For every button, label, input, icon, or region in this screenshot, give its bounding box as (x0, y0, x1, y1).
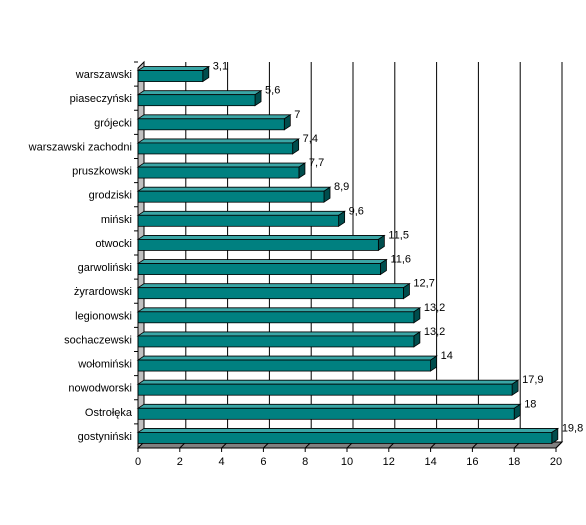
category-label: piaseczyński (70, 93, 132, 105)
bar (137, 432, 553, 444)
category-label: warszawski zachodni (28, 141, 132, 153)
bar-top (136, 66, 211, 71)
bar (137, 311, 415, 324)
bar-top (136, 138, 300, 144)
category-label: wołomiński (77, 359, 132, 371)
category-label: warszawski (75, 69, 132, 81)
x-tick-label: 6 (260, 456, 266, 468)
bar (137, 263, 381, 275)
bar-group (136, 138, 300, 155)
bar-group (136, 282, 411, 300)
bar-top (136, 90, 263, 96)
gridline-floor (555, 441, 563, 449)
x-tick-label: 18 (508, 456, 520, 468)
bar-group (136, 379, 520, 396)
data-label: 11,6 (390, 254, 411, 266)
bar-group (136, 210, 346, 228)
bar-top (136, 283, 411, 289)
bar-top (136, 235, 386, 240)
x-tick-label: 0 (135, 456, 141, 468)
bar-top (136, 403, 522, 409)
data-label: 19,8 (562, 422, 583, 434)
data-label: 14 (441, 350, 453, 362)
bar-top (136, 114, 292, 120)
bar (137, 239, 379, 251)
bar-group (136, 355, 438, 372)
bar-top (136, 186, 332, 192)
bar-top (136, 428, 560, 433)
bar-group (136, 234, 386, 252)
data-label: 8,9 (334, 181, 349, 193)
bars (136, 65, 560, 445)
x-tick-label: 20 (550, 456, 562, 468)
category-label: miński (101, 214, 132, 226)
x-tick-label: 8 (302, 456, 308, 468)
x-tick-label: 16 (466, 456, 478, 468)
data-label: 3,1 (213, 61, 228, 73)
bar-group (136, 114, 292, 131)
bar-group (136, 403, 522, 421)
data-label: 7,4 (303, 133, 318, 145)
bar-group (136, 186, 332, 203)
bar-top (136, 307, 422, 313)
bar-top (136, 162, 307, 168)
bar (137, 166, 300, 179)
bar-top (136, 331, 422, 337)
x-tick-label: 10 (341, 456, 353, 468)
category-label: garwoliński (78, 262, 132, 274)
bar-group (136, 89, 263, 107)
category-label: grodziski (89, 190, 132, 202)
bar-group (136, 427, 560, 445)
data-label: 11,5 (388, 229, 409, 241)
data-label: 5,6 (265, 85, 280, 97)
category-label: pruszkowski (72, 166, 132, 178)
bar-top (136, 259, 388, 264)
bar (137, 214, 340, 227)
bar (137, 142, 294, 155)
bar (137, 94, 256, 107)
category-label: otwocki (95, 238, 132, 250)
bar (137, 383, 513, 396)
x-tick-label: 2 (177, 456, 183, 468)
bar (137, 118, 285, 131)
bar-top (136, 355, 438, 361)
data-label: 12,7 (413, 278, 434, 290)
labels: 3,1 warszawski 5,6 piaseczyński 7 grójecki 7,4… (28, 61, 584, 468)
data-label: 13,2 (424, 302, 445, 314)
axes (134, 61, 557, 452)
data-label: 17,9 (522, 374, 543, 386)
bar (137, 359, 432, 372)
bar-group (136, 65, 211, 83)
category-label: grójecki (94, 117, 132, 129)
category-label: legionowski (75, 310, 132, 322)
category-label: sochaczewski (64, 334, 132, 346)
x-tick-label: 4 (219, 456, 225, 468)
bar (137, 287, 404, 300)
bar (137, 70, 204, 82)
bar (137, 407, 515, 420)
data-label: 7 (294, 109, 300, 121)
bar-group (136, 162, 307, 179)
bar-group (136, 258, 388, 276)
data-label: 9,6 (349, 205, 364, 217)
bar-group (136, 307, 422, 324)
category-label: Ostrołęka (85, 407, 133, 419)
data-label: 13,2 (424, 326, 445, 338)
category-label: nowodworski (68, 383, 132, 395)
data-label: 18 (524, 398, 536, 410)
data-label: 7,7 (309, 157, 324, 169)
bar-top (136, 379, 520, 385)
category-label: żyrardowski (74, 286, 132, 298)
bar-group (136, 331, 422, 348)
bar (137, 190, 325, 203)
x-tick-label: 14 (424, 456, 436, 468)
category-label: gostyniński (78, 431, 132, 443)
bar (137, 335, 415, 348)
x-tick-label: 12 (383, 456, 395, 468)
bar-top (136, 210, 346, 216)
